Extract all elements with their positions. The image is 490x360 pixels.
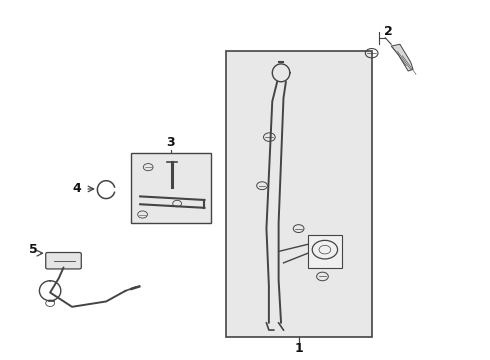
Polygon shape bbox=[391, 44, 413, 71]
Bar bbox=[225, 51, 372, 337]
FancyBboxPatch shape bbox=[46, 252, 81, 269]
Text: 2: 2 bbox=[384, 25, 393, 38]
Text: 1: 1 bbox=[294, 342, 303, 355]
Text: 5: 5 bbox=[29, 243, 37, 256]
Bar bbox=[130, 153, 211, 223]
Bar bbox=[308, 235, 342, 267]
Text: 4: 4 bbox=[73, 183, 81, 195]
Text: 3: 3 bbox=[167, 136, 175, 149]
